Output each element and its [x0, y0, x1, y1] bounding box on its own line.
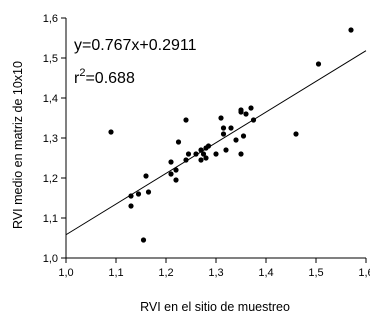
x-tick-label: 1,4: [258, 267, 273, 279]
x-tick-label: 1,0: [58, 267, 73, 279]
y-axis-label: RVI medio en matriz de 10x10: [11, 61, 25, 229]
data-point: [185, 151, 192, 157]
data-point: [200, 151, 207, 157]
y-tick-label: 1,5: [43, 53, 58, 65]
x-axis-label: RVI en el sitio de muestreo: [140, 300, 290, 314]
data-point: [108, 129, 114, 135]
data-point: [220, 131, 227, 137]
fit-layer: [65, 50, 367, 236]
r-squared-annotation: r2=0.688: [74, 67, 135, 87]
regression-line: [65, 50, 367, 236]
data-point: [223, 147, 229, 153]
r-squared-value: =0.688: [85, 70, 134, 87]
y-tick-label: 1,3: [43, 133, 58, 145]
data-point: [238, 107, 244, 113]
r-squared-base: r: [74, 70, 80, 87]
data-point: [128, 203, 134, 209]
data-point: [183, 157, 189, 163]
r-squared-superscript: 2: [79, 67, 85, 79]
data-point: [173, 167, 179, 173]
data-point: [168, 171, 174, 177]
data-point: [240, 133, 247, 139]
data-point: [218, 115, 224, 121]
axes: 1,0 1,1 1,2 1,3 1,4 1,5 1,6 1,0 1,1 1,2 1,3 1,4 1,5 1…: [43, 13, 370, 279]
y-tick-label: 1,6: [43, 13, 58, 25]
data-point: [193, 151, 199, 157]
data-point: [248, 105, 254, 111]
labels-layer: y=0.767x+0.2911 r2=0.688 RVI en el sitio…: [11, 37, 290, 314]
data-point: [220, 125, 227, 131]
data-point: [233, 137, 239, 143]
data-point: [140, 237, 147, 243]
y-tick-label: 1,4: [43, 93, 58, 105]
data-point: [143, 173, 149, 179]
data-point: [203, 155, 209, 161]
data-point: [173, 177, 179, 183]
x-tick-label: 1,1: [108, 267, 123, 279]
x-tick-label: 1,6: [358, 267, 370, 279]
y-tick-label: 1,1: [43, 213, 58, 225]
x-tick-label: 1,3: [208, 267, 223, 279]
data-point: [228, 125, 234, 131]
data-point: [250, 117, 257, 123]
data-point: [315, 61, 322, 67]
y-tick-label: 1,2: [43, 173, 58, 185]
data-point: [213, 151, 219, 157]
data-point: [348, 27, 354, 33]
data-point: [128, 193, 134, 199]
data-point: [205, 143, 212, 149]
x-tick-label: 1,2: [158, 267, 173, 279]
data-point: [145, 189, 152, 195]
data-point: [238, 151, 244, 157]
x-tick-label: 1,5: [308, 267, 323, 279]
data-point: [243, 111, 249, 117]
regression-equation: y=0.767x+0.2911: [74, 37, 197, 54]
data-point: [135, 191, 142, 197]
data-point: [168, 159, 174, 165]
data-point: [198, 147, 204, 153]
data-point: [198, 157, 204, 163]
data-point: [293, 131, 299, 137]
y-tick-label: 1,0: [43, 253, 58, 265]
data-point: [183, 117, 189, 123]
points-layer: [108, 27, 354, 243]
data-point: [175, 139, 182, 145]
